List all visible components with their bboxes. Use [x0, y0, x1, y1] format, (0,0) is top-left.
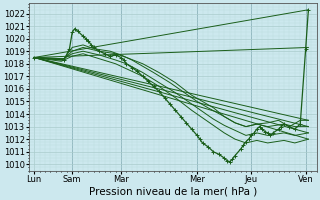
X-axis label: Pression niveau de la mer( hPa ): Pression niveau de la mer( hPa )	[89, 187, 257, 197]
